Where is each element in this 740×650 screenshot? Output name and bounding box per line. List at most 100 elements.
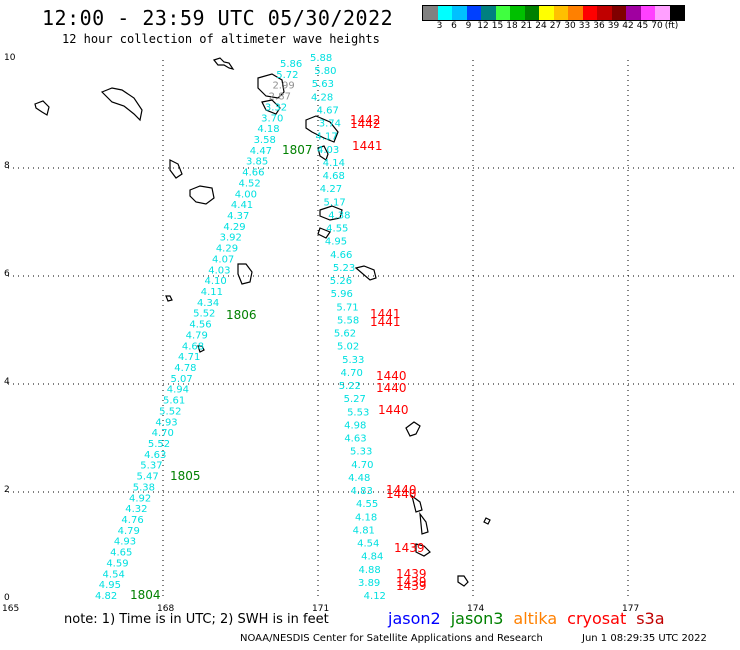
time-label: 1442 (350, 117, 381, 131)
wave-height-value: 4.17 (316, 132, 338, 143)
wave-height-value: 4.34 (197, 298, 219, 309)
wave-height-value: 3.70 (261, 113, 283, 124)
wave-height-value: 4.03 (317, 145, 339, 156)
wave-height-value: 4.82 (95, 591, 117, 602)
wave-height-value: 3.92 (220, 233, 242, 244)
colorbar-label: 18 (506, 21, 518, 31)
wave-height-value: 5.52 (148, 439, 170, 450)
wave-height-value: 4.00 (235, 189, 257, 200)
wave-height-value: 4.55 (326, 224, 348, 235)
colorbar-label: 3 (436, 21, 443, 31)
colorbar-swatch (495, 6, 510, 20)
wave-height-value: 4.48 (348, 473, 370, 484)
colorbar-swatch (481, 6, 496, 20)
colorbar-label: 9 (465, 21, 472, 31)
colorbar-swatch (597, 6, 612, 20)
wave-height-value: 4.83 (351, 486, 373, 497)
wave-height-value: 4.55 (356, 499, 378, 510)
wave-height-value: 5.62 (334, 329, 356, 340)
wave-height-value: 5.22 (339, 381, 361, 392)
time-label: 1440 (386, 487, 417, 501)
time-label: 1442 (350, 113, 381, 127)
time-label: 1441 (370, 307, 401, 321)
wave-height-value: 5.52 (193, 309, 215, 320)
wave-height-value: 4.66 (242, 168, 264, 179)
colorbar-swatch (611, 6, 626, 20)
wave-height-value: 3.89 (358, 578, 380, 589)
satellite-legend-item: cryosat (567, 609, 627, 628)
colorbar-label: 27 (549, 21, 562, 31)
colorbar-swatch (626, 6, 641, 20)
wave-height-value: 4.70 (341, 368, 363, 379)
colorbar-swatch (655, 6, 670, 20)
wave-height-value: 4.65 (110, 548, 132, 559)
colorbar-label: 36 (593, 21, 605, 31)
wave-height-value: 5.80 (314, 66, 336, 77)
lat-tick-label: 8 (4, 161, 10, 171)
colorbar-swatch (553, 6, 568, 20)
colorbar-swatch (669, 6, 684, 20)
wave-height-value: 4.52 (238, 178, 260, 189)
time-label: 1439 (396, 579, 427, 593)
wave-height-value: 5.07 (171, 374, 193, 385)
colorbar-swatch (437, 6, 452, 20)
wave-height-value: 5.86 (280, 59, 302, 70)
colorbar-swatch (640, 6, 655, 20)
colorbar-label: 15 (491, 21, 504, 31)
wave-height-colorbar (422, 5, 685, 21)
wave-height-value: 4.93 (155, 417, 177, 428)
wave-height-value: 4.67 (317, 105, 339, 116)
wave-height-value: 4.98 (344, 420, 366, 431)
colorbar-swatch (423, 6, 438, 20)
island-outlines (34, 57, 491, 587)
time-label: 1807 (282, 143, 313, 157)
wave-height-value: 4.76 (121, 515, 143, 526)
wave-height-value: 5.23 (333, 263, 355, 274)
wave-height-value: 4.68 (182, 341, 204, 352)
wave-height-value: 5.37 (140, 461, 162, 472)
wave-height-value: 4.68 (323, 171, 345, 182)
red-time-labels: 1442144214411441144114401440144014401440… (350, 113, 427, 593)
wave-height-value: 4.38 (328, 210, 350, 221)
wave-height-value: 3.58 (254, 135, 276, 146)
lat-tick-label: 2 (4, 485, 10, 495)
satellite-legend: jason2 jason3 altika cryosat s3a (388, 609, 675, 628)
colorbar-label: 70 (651, 21, 663, 31)
colorbar-swatch (510, 6, 525, 20)
wave-height-value: 5.88 (310, 53, 332, 64)
wave-height-value: 4.47 (250, 146, 272, 157)
wave-height-value: 4.29 (223, 222, 245, 233)
time-label: 1439 (396, 567, 427, 581)
map-subtitle: 12 hour collection of altimeter wave hei… (62, 32, 380, 46)
wave-height-value: 4.12 (364, 591, 386, 602)
lon-tick-label: 171 (312, 604, 329, 614)
satellite-legend-item: jason3 (450, 609, 504, 628)
time-label: 1441 (352, 139, 383, 153)
colorbar-label: 24 (535, 21, 547, 31)
wave-height-value: 5.17 (324, 197, 346, 208)
wave-height-value: 4.94 (167, 385, 189, 396)
generated-timestamp: Jun 1 08:29:35 UTC 2022 (582, 633, 707, 644)
time-label: 1441 (370, 315, 401, 329)
time-label: 1806 (226, 308, 257, 322)
track-b-wave-heights: 5.88 5.80 5.63 4.28 4.67 3.74 4.17 4.03 4.14 4.68… (310, 53, 386, 602)
wave-height-value: 5.72 (276, 70, 298, 81)
wave-height-value: 4.29 (216, 244, 238, 255)
wave-height-value: 4.41 (231, 200, 253, 211)
wave-height-value: 4.14 (323, 158, 345, 169)
wave-height-value: 4.54 (103, 569, 125, 580)
colorbar-swatch (466, 6, 481, 20)
wave-height-value: 5.33 (342, 355, 364, 366)
time-label: 1440 (378, 403, 409, 417)
colorbar-swatch (539, 6, 554, 20)
time-label: 1440 (386, 483, 417, 497)
wave-height-value: 4.07 (212, 254, 234, 265)
green-time-labels: 1807 1806 1805 1804 (130, 143, 313, 602)
colorbar-labels: 3 6 9 12 15 18 21 24 27 30 33 36 39 42 45 70 (ft) (422, 21, 732, 33)
wave-height-value: 5.71 (336, 302, 358, 313)
wave-height-value: 4.70 (351, 460, 373, 471)
wave-height-value: 4.11 (201, 287, 223, 298)
wave-height-value: 2.87 (269, 92, 291, 103)
lat-tick-label: 6 (4, 269, 10, 279)
